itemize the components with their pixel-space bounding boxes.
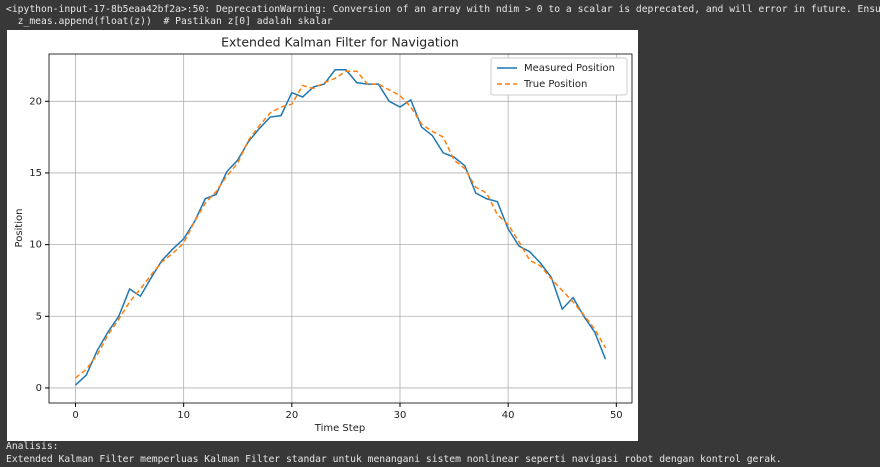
- series-line: [74, 69, 607, 386]
- y-tick-label: 10: [29, 240, 42, 251]
- legend-box: [490, 57, 628, 96]
- y-axis-label: Position: [14, 209, 25, 248]
- y-tick-label: 15: [29, 168, 42, 179]
- chart-title: Extended Kalman Filter for Navigation: [221, 35, 459, 50]
- y-tick-label: 0: [36, 383, 42, 394]
- analysis-heading: Analisis:: [6, 441, 59, 452]
- warning-line: <ipython-input-17-8b5eaa42bf2a>:50: Depr…: [6, 4, 880, 15]
- warning-line: z_meas.append(float(z)) # Pastikan z[0] …: [6, 16, 333, 27]
- legend-label: True Position: [523, 79, 587, 90]
- x-axis-label: Time Step: [314, 423, 365, 434]
- x-tick-label: 20: [285, 410, 298, 421]
- analysis-text: Extended Kalman Filter memperluas Kalman…: [6, 454, 782, 465]
- chart: Extended Kalman Filter for Navigation Ti…: [7, 30, 638, 441]
- series-line: [75, 70, 607, 379]
- legend-label: Measured Position: [524, 63, 615, 74]
- plot-frame: [48, 53, 633, 404]
- x-tick-label: 40: [502, 410, 515, 421]
- y-tick-label: 5: [36, 311, 42, 322]
- y-tick-label: 20: [29, 96, 42, 107]
- x-tick-label: 10: [177, 410, 190, 421]
- x-tick-label: 50: [610, 410, 623, 421]
- x-tick-label: 0: [72, 410, 78, 421]
- x-tick-label: 30: [394, 410, 407, 421]
